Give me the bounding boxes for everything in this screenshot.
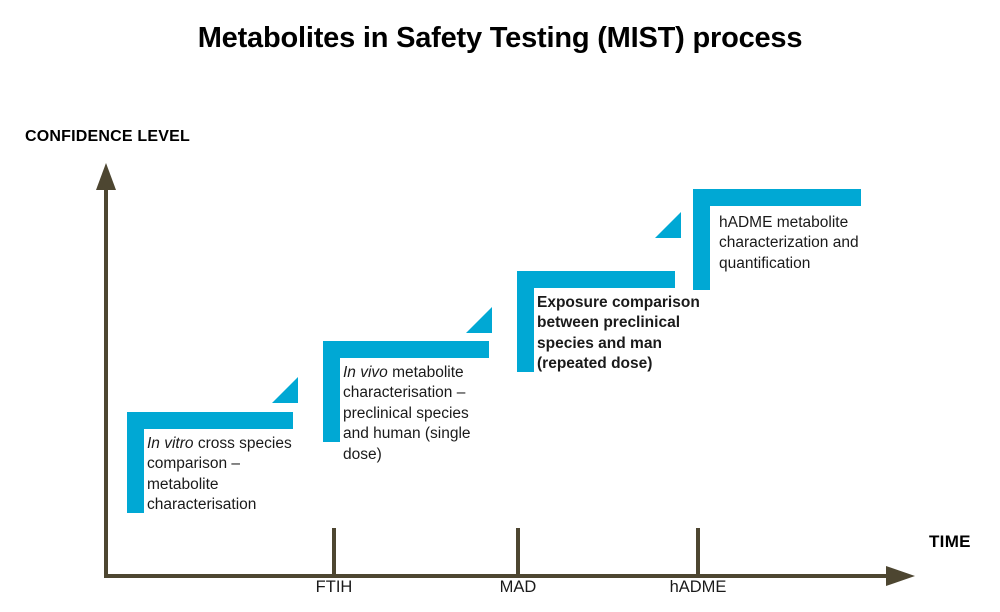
- tick-marks: [332, 528, 700, 574]
- riser-triangle-1: [272, 377, 298, 403]
- x-axis-label: TIME: [929, 532, 971, 551]
- step-shape-4[interactable]: [693, 189, 861, 290]
- step-shape-1[interactable]: [127, 412, 293, 513]
- tick-label-ftih: FTIH: [315, 578, 353, 596]
- tick-label-hadme: hADME: [669, 578, 727, 596]
- step-4-top-bar: [693, 189, 861, 206]
- riser-triangle-2: [466, 307, 492, 333]
- step-caption-4: hADME metabolite characterization and qu…: [719, 214, 859, 272]
- step-2-top-bar: [323, 341, 489, 358]
- step-2-left-bar: [323, 358, 340, 442]
- step-shape-2[interactable]: [323, 341, 489, 442]
- step-caption-1: In vitro cross species comparison – meta…: [147, 435, 292, 514]
- step-3-left-bar: [517, 288, 534, 372]
- y-axis-label: CONFIDENCE LEVEL: [25, 128, 190, 145]
- x-axis-arrow-icon: [886, 566, 915, 586]
- step-caption-2: In vivo metabolite characterisation – pr…: [343, 364, 471, 463]
- riser-triangle-3: [655, 212, 681, 238]
- step-1-top-bar: [127, 412, 293, 429]
- page-title: Metabolites in Safety Testing (MIST) pro…: [197, 22, 803, 54]
- step-caption-3: Exposure comparison between preclinical …: [537, 294, 700, 373]
- y-axis-arrow-icon: [96, 163, 116, 190]
- step-1-left-bar: [127, 429, 144, 513]
- tick-label-mad: MAD: [499, 578, 537, 596]
- step-shape-3[interactable]: [517, 271, 675, 372]
- step-3-top-bar: [517, 271, 675, 288]
- step-4-left-bar: [693, 206, 710, 290]
